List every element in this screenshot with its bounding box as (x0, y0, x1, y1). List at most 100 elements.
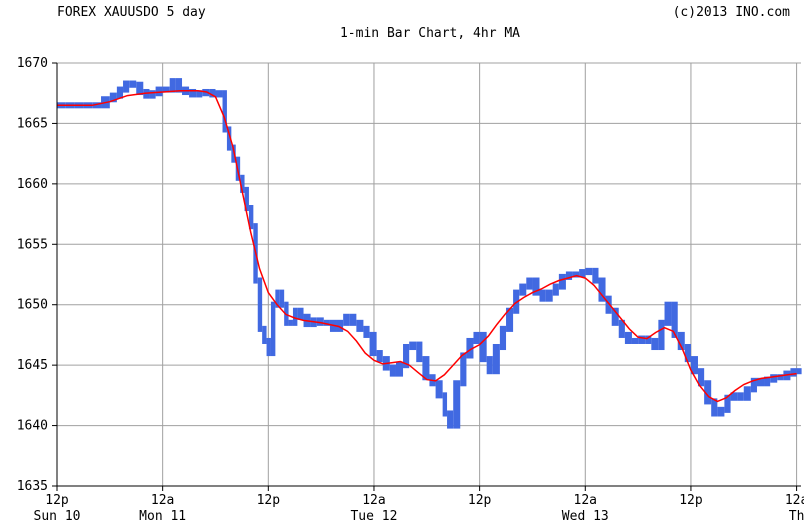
x-tick-day-label: Wed 13 (562, 509, 609, 524)
chart-title: FOREX XAUUSDO 5 day (57, 5, 206, 20)
price-bar (532, 277, 540, 296)
price-bar (460, 352, 467, 387)
y-tick-label: 1670 (17, 56, 48, 71)
price-bar (677, 331, 685, 351)
price-bars (57, 78, 802, 429)
price-bar (796, 368, 802, 375)
price-bar (149, 90, 156, 99)
price-bar (730, 392, 738, 401)
price-bar (257, 277, 263, 332)
price-bar (565, 271, 573, 280)
y-tick-label: 1655 (17, 237, 48, 252)
x-tick-label: 12a (362, 493, 385, 508)
price-bar (244, 186, 249, 212)
price-bar (231, 144, 236, 163)
y-tick-label: 1635 (17, 479, 48, 494)
price-bar (466, 337, 474, 359)
y-tick-label: 1650 (17, 298, 48, 313)
y-tick-label: 1640 (17, 419, 48, 434)
x-tick-day-label: Th (789, 509, 804, 524)
price-bar (129, 80, 137, 88)
x-tick-label: 12a (151, 493, 174, 508)
price-bar (196, 90, 203, 98)
price-bar (215, 90, 223, 98)
price-bar (209, 88, 216, 98)
price-bar (395, 362, 404, 377)
price-bar (711, 398, 718, 417)
price-bar (442, 392, 448, 417)
price-bar (592, 267, 599, 284)
price-bar (155, 86, 163, 97)
price-bar (624, 331, 632, 344)
x-tick-label: 12p (468, 493, 492, 508)
price-bar (323, 319, 330, 326)
price-bar (288, 319, 293, 326)
price-bar (363, 325, 370, 338)
price-bar (123, 80, 130, 93)
price-bar (343, 313, 350, 326)
price-bar (175, 78, 183, 93)
price-bar (162, 86, 170, 93)
price-bar (279, 289, 285, 308)
y-tick-label: 1645 (17, 358, 48, 373)
price-bar (598, 277, 606, 302)
price-bar (684, 343, 691, 363)
price-bar (486, 356, 493, 375)
price-bar (316, 317, 324, 326)
price-bar (552, 283, 559, 296)
price-bar (136, 81, 144, 96)
price-bar (453, 380, 461, 429)
x-tick-day-label: Mon 11 (139, 509, 186, 524)
price-bar (777, 374, 784, 381)
price-bar (611, 307, 619, 326)
y-tick-label: 1665 (17, 116, 48, 131)
price-bar (658, 319, 665, 351)
price-bar (526, 277, 533, 290)
price-bar (240, 174, 245, 193)
price-bar (169, 78, 176, 93)
price-bar (349, 313, 357, 326)
price-bar (631, 337, 639, 344)
x-tick-label: 12p (45, 493, 69, 508)
price-bar (638, 335, 646, 344)
price-bar (189, 88, 197, 98)
price-bar (473, 331, 480, 344)
price-bar (743, 386, 751, 401)
price-bar (262, 325, 267, 344)
price-bar (389, 364, 396, 377)
price-bar (284, 301, 289, 326)
price-bar (292, 307, 298, 326)
price-bar (222, 90, 227, 133)
price-bar (664, 301, 672, 326)
price-bar (750, 377, 757, 393)
price-bar (376, 350, 383, 363)
price-bar (690, 356, 698, 375)
chart-subtitle: 1-min Bar Chart, 4hr MA (339, 26, 520, 41)
x-tick-day-label: Sun 10 (34, 509, 81, 524)
price-bar (519, 283, 527, 296)
price-bar (790, 368, 797, 377)
price-bar (717, 406, 725, 417)
price-bar (336, 319, 344, 332)
price-bar (770, 374, 778, 383)
price-bar (499, 325, 507, 351)
price-bar (356, 319, 364, 332)
price-bar (558, 273, 566, 290)
price-bar (369, 331, 377, 357)
price-bar (764, 376, 771, 387)
price-bar (416, 341, 423, 363)
grid-layer (56, 62, 801, 487)
y-tick-label: 1660 (17, 177, 48, 192)
price-bar (506, 307, 514, 332)
price-bar (492, 343, 500, 375)
price-bar (248, 205, 254, 230)
price-bar (479, 331, 487, 363)
price-bar (116, 86, 124, 99)
price-bar (297, 307, 304, 320)
price-bar (756, 377, 765, 387)
price-bar (737, 392, 744, 401)
price-bar (645, 335, 652, 344)
price-bar (704, 380, 712, 405)
